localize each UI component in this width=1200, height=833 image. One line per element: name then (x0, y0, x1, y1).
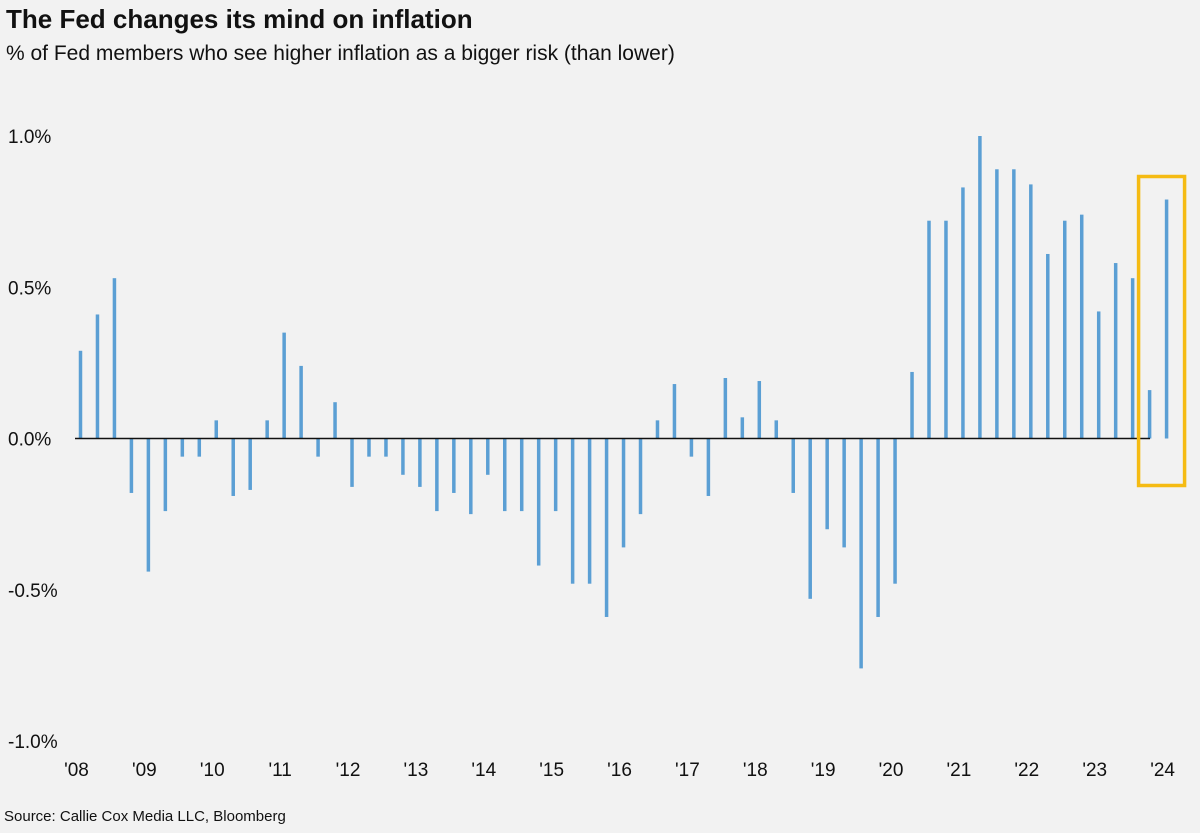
source-note: Source: Callie Cox Media LLC, Bloomberg (4, 808, 286, 825)
x-tick-label: '10 (200, 760, 225, 781)
bar (859, 438, 863, 669)
bar (1096, 311, 1101, 439)
bar (927, 220, 931, 439)
y-tick-label: 0.0% (8, 430, 51, 451)
x-tick-label: '17 (675, 760, 700, 781)
bar (214, 420, 219, 439)
y-tick-label: -0.5% (8, 581, 58, 602)
x-tick-label: '18 (743, 760, 768, 781)
bar (384, 438, 388, 457)
bar (486, 438, 490, 475)
bar (146, 438, 151, 572)
bar (995, 169, 999, 439)
y-tick-label: 0.5% (8, 278, 51, 299)
bar (435, 438, 439, 512)
x-tick-label: '24 (1150, 760, 1175, 781)
bar (808, 438, 812, 599)
x-tick-label: '09 (132, 760, 157, 781)
bar (180, 438, 185, 457)
y-tick-label: -1.0% (8, 732, 58, 753)
bar (944, 220, 948, 439)
bar (350, 438, 354, 487)
highlight-box (1136, 174, 1187, 488)
bar (638, 438, 643, 515)
x-tick-label: '20 (879, 760, 904, 781)
bar (689, 438, 694, 457)
bar (1063, 220, 1067, 439)
bar (112, 278, 117, 439)
x-tick-label: '22 (1014, 760, 1039, 781)
bar (774, 420, 779, 439)
bar (1029, 184, 1033, 439)
bar (1147, 390, 1152, 439)
x-tick-label: '08 (64, 760, 89, 781)
bar (672, 384, 677, 439)
y-tick-label: 1.0% (8, 127, 51, 148)
bar (265, 420, 269, 439)
bar (469, 438, 473, 515)
bar (791, 438, 795, 493)
bar (1130, 278, 1135, 439)
bar (910, 371, 914, 439)
bar (503, 438, 507, 512)
bar (604, 438, 609, 617)
bar (536, 438, 541, 566)
x-tick-label: '13 (404, 760, 429, 781)
bar (78, 350, 83, 439)
x-tick-label: '16 (607, 760, 632, 781)
x-tick-label: '12 (336, 760, 361, 781)
bar (316, 438, 320, 457)
bar (1012, 169, 1016, 439)
bar (587, 438, 592, 584)
x-tick-label: '19 (811, 760, 836, 781)
bar (95, 314, 100, 439)
bar (961, 187, 965, 439)
bar (401, 438, 405, 475)
bar (452, 438, 456, 493)
x-tick-label: '14 (471, 760, 496, 781)
x-tick-label: '15 (539, 760, 564, 781)
bar (978, 136, 982, 439)
bar (1046, 253, 1050, 439)
bar (893, 438, 897, 584)
chart-subtitle: % of Fed members who see higher inflatio… (6, 42, 675, 65)
bar (570, 438, 575, 584)
bar (740, 417, 745, 439)
bar (553, 438, 558, 512)
bar (299, 365, 303, 439)
bar (129, 438, 134, 493)
bar (197, 438, 202, 457)
bar (757, 381, 762, 439)
bar (1113, 263, 1118, 439)
bar (333, 402, 337, 439)
bar (519, 438, 524, 512)
bar (876, 438, 880, 617)
bar (1079, 214, 1084, 439)
bar (723, 378, 728, 439)
x-tick-label: '23 (1082, 760, 1107, 781)
bar (655, 420, 660, 439)
bar (418, 438, 422, 487)
x-tick-label: '11 (268, 760, 291, 781)
bar (231, 438, 235, 496)
bar (282, 332, 286, 439)
bar (163, 438, 168, 512)
bar (367, 438, 371, 457)
x-tick-label: '21 (947, 760, 972, 781)
chart-title: The Fed changes its mind on inflation (6, 4, 473, 34)
bar (248, 438, 252, 490)
bar (1164, 199, 1169, 439)
bar (842, 438, 846, 548)
bar (706, 438, 711, 496)
bar (825, 438, 829, 530)
bar (621, 438, 626, 548)
